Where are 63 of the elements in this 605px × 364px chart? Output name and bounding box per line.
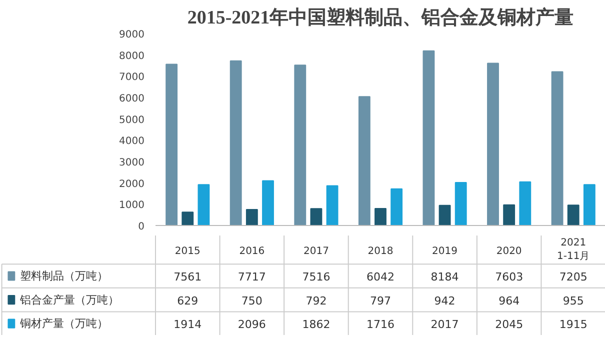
data-label: 6042: [366, 270, 395, 284]
data-label: 7603: [495, 270, 524, 284]
y-tick-label: 8000: [119, 50, 145, 62]
data-label: 750: [241, 294, 262, 308]
chart-title: 2015-2021年中国塑料制品、铝合金及铜材产量: [187, 6, 574, 28]
x-tick-label: 2016: [239, 246, 265, 257]
y-tick-label: 7000: [119, 72, 145, 84]
bar: [583, 184, 596, 226]
x-tick-label: 2021 1-11月: [557, 238, 590, 262]
y-tick-label: 4000: [119, 136, 145, 148]
bar: [182, 212, 194, 226]
bar: [262, 180, 274, 226]
bar: [198, 184, 210, 226]
x-tick-label: 2017: [303, 246, 329, 257]
bar: [246, 209, 258, 226]
data-label: 1914: [174, 318, 202, 332]
data-label: 792: [306, 294, 327, 308]
data-label: 8184: [430, 270, 459, 284]
data-label: 7561: [174, 270, 202, 284]
y-tick-label: 9000: [119, 30, 145, 40]
bar: [487, 62, 499, 226]
x-tick-label: 2015: [174, 246, 200, 257]
x-tick-label: 2019: [432, 246, 458, 257]
x-tick-label: 2018: [368, 246, 394, 257]
data-label: 955: [562, 294, 584, 308]
bar: [326, 185, 338, 226]
y-tick-label: 3000: [119, 158, 145, 168]
legend-label: 铝合金产量（万吨）: [18, 293, 119, 306]
y-tick-label: 6000: [119, 94, 145, 104]
data-label: 964: [498, 294, 520, 308]
bar: [438, 204, 451, 226]
data-label: 1862: [302, 318, 330, 332]
bar: [390, 188, 403, 226]
bar: [374, 208, 386, 226]
data-label: 7516: [302, 270, 330, 284]
bar: [294, 64, 306, 226]
data-label: 2096: [238, 318, 266, 332]
data-label: 2017: [430, 318, 459, 332]
bar: [422, 50, 435, 226]
bar: [503, 204, 516, 226]
x-tick-label: 2020: [496, 246, 522, 257]
data-label: 629: [177, 294, 198, 308]
y-tick-label: 0: [138, 222, 145, 232]
y-tick-label: 5000: [119, 114, 145, 126]
data-label: 1915: [559, 318, 588, 332]
bar: [166, 64, 178, 226]
y-tick-label: 2000: [119, 178, 145, 190]
data-label: 7205: [559, 270, 588, 284]
legend-label: 铜材产量（万吨）: [18, 317, 108, 330]
bar: [358, 96, 370, 226]
data-label: 942: [434, 294, 456, 308]
data-label: 797: [370, 294, 391, 308]
legend-label: 塑料制品（万吨）: [20, 269, 108, 282]
bar: [454, 182, 467, 226]
data-label: 7717: [238, 270, 266, 284]
bar: [551, 71, 564, 226]
y-tick-label: 1000: [119, 200, 145, 212]
data-label: 1716: [366, 318, 395, 332]
bar: [310, 208, 322, 226]
bar: [519, 181, 532, 226]
bar: [567, 204, 580, 226]
data-label: 2045: [495, 318, 524, 332]
bar: [230, 60, 242, 226]
